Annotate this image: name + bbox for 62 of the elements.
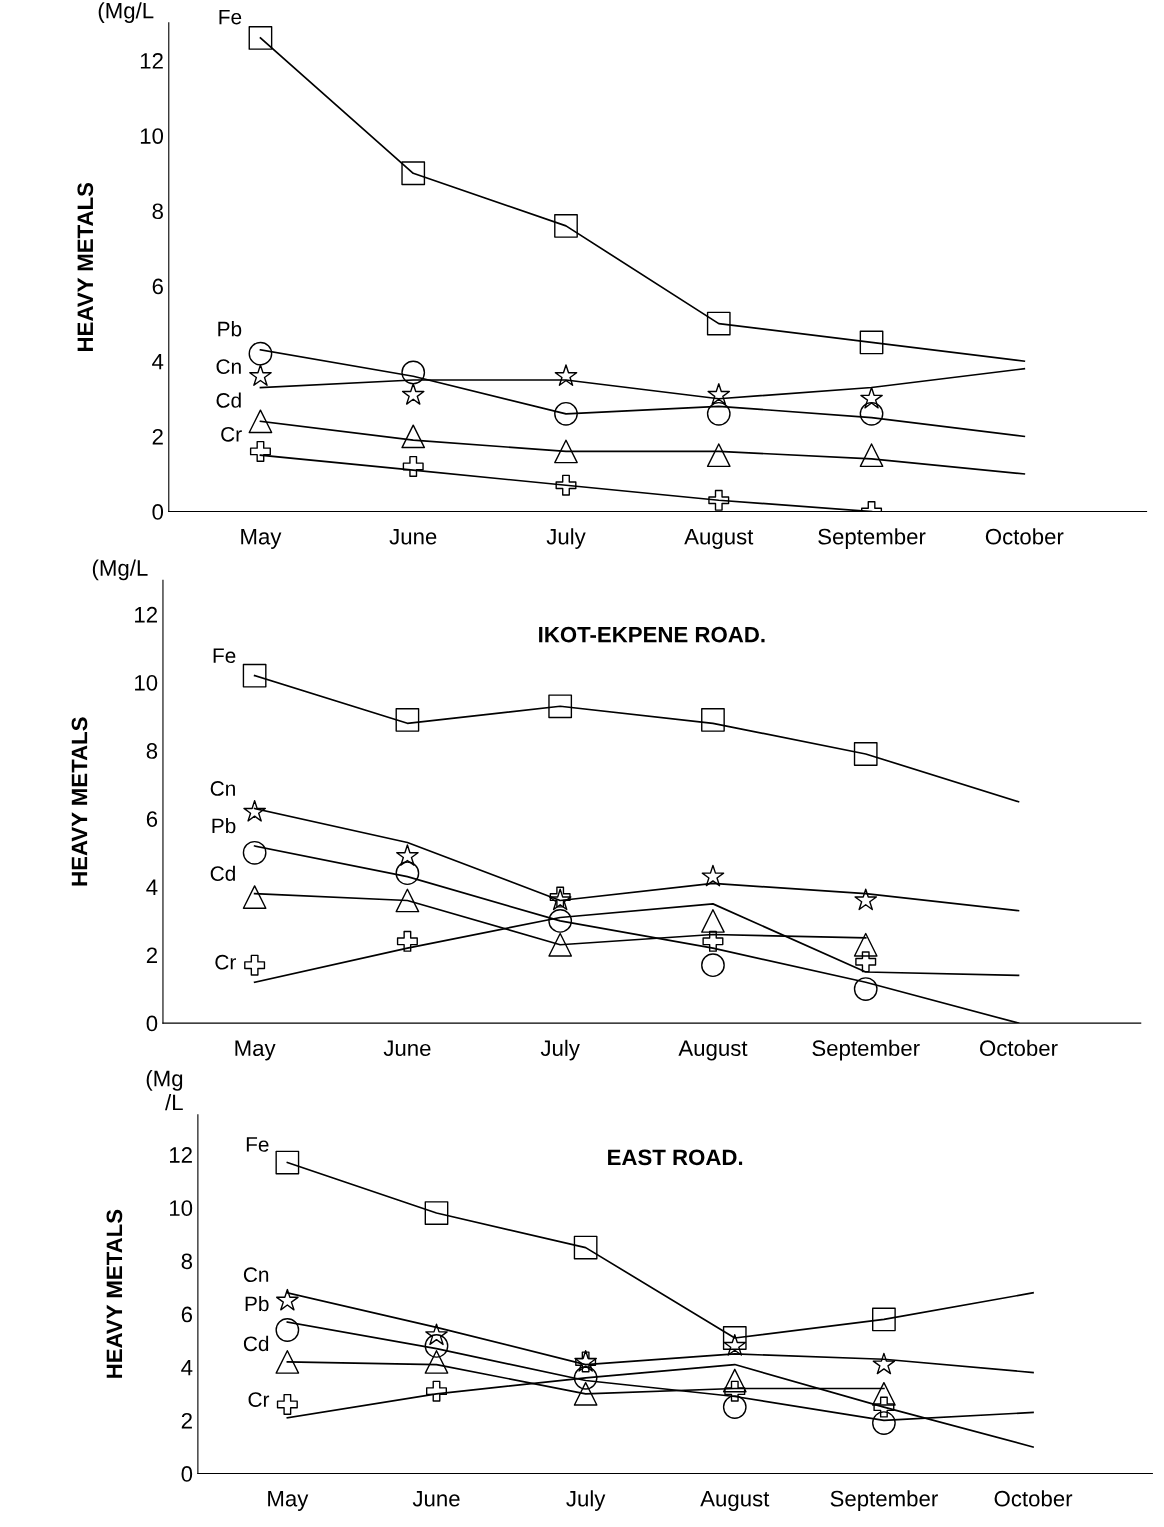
x-tick-label: August	[684, 529, 754, 549]
y-tick-label: 4	[146, 879, 158, 895]
y-tick-label: 10	[170, 1200, 193, 1217]
x-tick-label: June	[412, 1491, 460, 1507]
x-tick-label: August	[678, 1040, 748, 1061]
x-tick-label: September	[818, 528, 926, 549]
y-tick-label: 6	[181, 1306, 193, 1323]
x-tick-label: September	[830, 1490, 938, 1511]
series-label: Cr	[248, 1392, 270, 1407]
y-tick-label: 2	[181, 1412, 192, 1429]
x-tick-label: October	[980, 1039, 1058, 1057]
y-tick-label: 4	[181, 1359, 193, 1376]
x-tick-label: May	[268, 1491, 309, 1511]
text: (Mg/L	[92, 559, 148, 581]
y-tick-label: 4	[152, 353, 164, 370]
x-tick-label: May	[241, 529, 282, 549]
y-tick-label: 8	[146, 743, 158, 759]
x-tick-label: July	[546, 528, 586, 549]
text: (Mg /L	[146, 1070, 183, 1111]
series-label: Cn	[210, 781, 235, 796]
x-tick-label: July	[566, 1490, 606, 1511]
y-tick-label: 10	[140, 128, 164, 144]
y-tick-label: 6	[152, 278, 163, 295]
x-tick-label: May	[235, 1040, 276, 1061]
y-tick-label: 12	[170, 1147, 192, 1163]
series-label: Fe	[246, 1137, 269, 1152]
y-axis-title: HEAVY METALS	[106, 1209, 123, 1378]
series-label: Fe	[219, 9, 242, 25]
y-axis-title: HEAVY METALS	[77, 182, 94, 351]
y-tick-label: 6	[146, 811, 158, 827]
y-tick-label: 0	[146, 1015, 158, 1032]
x-tick-label: October	[985, 528, 1064, 545]
series-label: Cn	[243, 1267, 269, 1283]
y-tick-label: 2	[146, 947, 157, 964]
y-tick-label: 0	[181, 1466, 193, 1482]
series-label: Cr	[215, 954, 236, 970]
series-label: Pb	[245, 1295, 269, 1312]
x-tick-label: June	[383, 1040, 431, 1057]
y-axis-title: HEAVY METALS	[71, 717, 88, 886]
y-tick-label: 12	[135, 606, 157, 623]
y-tick-label: 8	[152, 203, 163, 220]
text: (Mg/L	[98, 2, 154, 23]
series-label: Fe	[213, 648, 236, 664]
series-label: Pb	[218, 321, 242, 337]
y-tick-label: 8	[181, 1253, 193, 1270]
series-label: Cd	[243, 1335, 269, 1352]
text: EAST ROAD.	[608, 1149, 743, 1166]
series-label: Cd	[216, 392, 241, 408]
series-label: Cn	[216, 359, 241, 374]
x-tick-label: October	[994, 1490, 1073, 1507]
x-tick-label: September	[812, 1039, 920, 1061]
y-tick-label: 2	[152, 428, 163, 445]
y-tick-label: 0	[152, 504, 164, 520]
y-tick-label: 12	[140, 53, 163, 69]
x-tick-label: August	[700, 1491, 770, 1511]
text: IKOT-EKPENE ROAD.	[539, 626, 765, 643]
series-label: Cd	[210, 865, 235, 882]
x-tick-label: June	[389, 529, 437, 545]
series-label: Pb	[212, 818, 236, 834]
y-tick-label: 10	[135, 674, 158, 691]
x-tick-label: July	[540, 1039, 580, 1061]
series-label: Cr	[221, 426, 242, 442]
